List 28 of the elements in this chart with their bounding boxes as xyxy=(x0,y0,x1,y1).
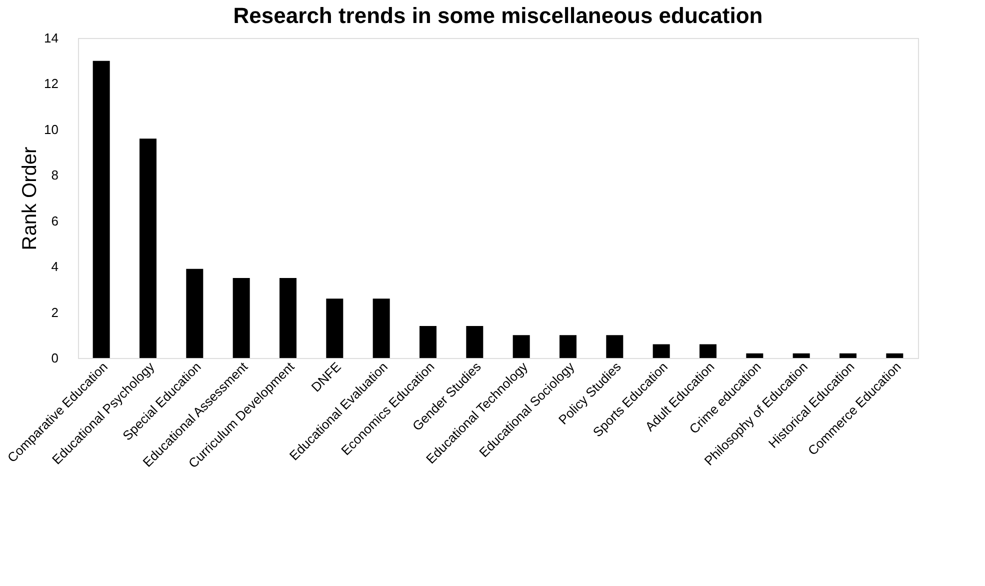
bar xyxy=(606,335,624,358)
bar xyxy=(420,326,436,358)
bar xyxy=(652,344,670,358)
y-axis-title: Rank Order xyxy=(19,146,42,250)
chart-title: Research trends in some miscellaneous education xyxy=(233,3,763,28)
bar xyxy=(326,298,344,358)
y-tick-label: 14 xyxy=(44,30,58,46)
y-tick-label: 0 xyxy=(51,350,58,366)
bar xyxy=(140,138,156,358)
bar xyxy=(792,353,810,358)
bar xyxy=(886,353,904,358)
bar xyxy=(700,344,716,358)
y-tick-label: 2 xyxy=(51,304,58,320)
bar xyxy=(186,268,204,358)
y-tick-label: 4 xyxy=(51,259,58,274)
bar xyxy=(232,278,250,358)
bar xyxy=(372,298,390,358)
bar xyxy=(280,278,296,358)
bar xyxy=(512,335,530,358)
y-tick-label: 8 xyxy=(51,168,58,183)
bar xyxy=(746,353,764,358)
bar xyxy=(466,326,484,358)
bar xyxy=(560,335,576,358)
y-tick-label: 10 xyxy=(44,122,58,137)
bar xyxy=(92,60,110,358)
y-tick-label: 6 xyxy=(51,213,58,228)
y-tick-label: 12 xyxy=(44,76,58,92)
bar xyxy=(840,353,856,358)
